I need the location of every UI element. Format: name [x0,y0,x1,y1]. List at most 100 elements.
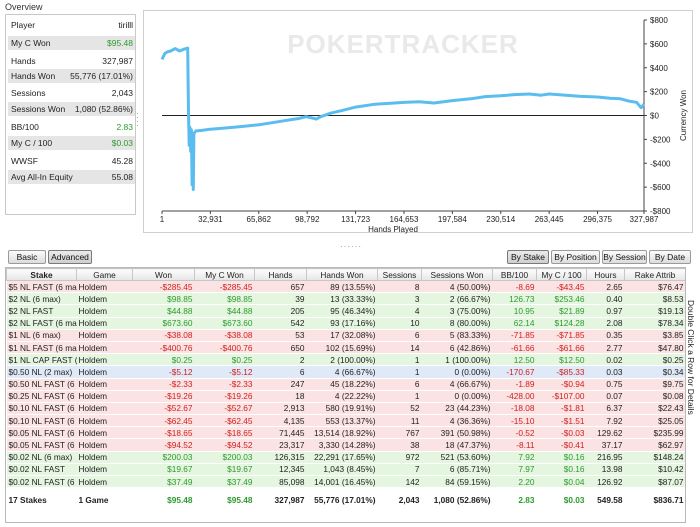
column-header[interactable]: Stake [6,268,77,281]
column-header[interactable]: Game [76,268,133,281]
column-header[interactable]: Hours [586,268,625,281]
column-header[interactable]: BB/100 [492,268,537,281]
table-cell: $9.75 [624,378,685,391]
table-cell: 18 [254,390,307,403]
column-header[interactable]: Hands [254,268,307,281]
table-cell: -170.67 [492,365,537,379]
table-cell: 6 [377,378,422,391]
totals-cell: $95.48 [132,491,195,509]
column-header[interactable]: Rake Attrib [624,268,685,281]
table-cell: $0.16 [536,463,587,477]
y-tick-label: -$400 [650,159,671,168]
table-row[interactable]: $1 NL FAST (6 max) Holdem -$400.76 -$400.76… [6,341,685,355]
table-row[interactable]: $0.50 NL (2 max) Holdem -$5.12 -$5.12 6 4 (66… [6,365,685,379]
table-cell: $21.89 [536,304,587,318]
table-cell: 0 (0.00%) [421,365,493,379]
table-row[interactable]: $1 NL (6 max) Holdem -$38.08 -$38.08 53 17 (3… [6,329,685,342]
table-cell: $0.02 NL (6 max) [6,451,77,464]
table-cell: -$2.33 [194,378,255,391]
table-cell: -0.52 [492,426,537,440]
table-row[interactable]: $2 NL FAST Holdem $44.88 $44.88 205 95 (46.34… [6,304,685,318]
column-header[interactable]: Sessions [377,268,422,281]
column-header[interactable]: Hands Won [306,268,378,281]
table-cell: 7.97 [492,463,537,477]
table-cell: 2.77 [586,341,625,355]
table-cell: 38 [377,438,422,452]
table-cell: 0.75 [586,378,625,391]
table-cell: 3,330 (14.28%) [306,438,378,452]
column-header[interactable]: My C Won [194,268,255,281]
overview-value: 55.08 [111,172,133,182]
table-cell: -$1.51 [536,414,587,428]
table-cell: -$85.33 [536,365,587,379]
table-row[interactable]: $0.05 NL FAST (6 max)Holdem-$94.52-$94.5… [6,438,685,452]
table-row[interactable]: $1 NL CAP FAST (2 max)Holdem$0.25$0.2522… [6,353,685,367]
table-cell: 4 (50.00%) [421,280,493,294]
table-cell: 5 (83.33%) [421,329,493,342]
tab-basic[interactable]: Basic [8,250,46,264]
table-row[interactable]: $0.02 NL FAST Holdem $19.67 $19.67 12,345 1,0… [6,463,685,477]
table-cell: $0.05 NL FAST (6 max) [6,426,77,440]
table-cell: -$62.45 [194,414,255,428]
table-cell: 7.92 [586,414,625,428]
table-cell: 6 [377,329,422,342]
table-row[interactable]: $0.50 NL FAST (6 max)Holdem-$2.33-$2.332… [6,378,685,391]
table-row[interactable]: $0.10 NL FAST (6 max)Holdem-$62.45-$62.4… [6,414,685,428]
tab-by-position[interactable]: By Position [551,250,600,264]
table-cell: 3 (75.00%) [421,304,493,318]
table-cell: 0 (0.00%) [421,390,493,403]
table-cell: 0.35 [586,329,625,342]
table-cell: $2 NL (6 max) [6,292,77,306]
table-cell: Holdem [76,390,133,403]
table-cell: 0.40 [586,292,625,306]
tab-by-stake[interactable]: By Stake [507,250,549,264]
table-cell: 6 [254,365,307,379]
table-cell: -$400.76 [194,341,255,355]
tab-by-session[interactable]: By Session [602,250,647,264]
table-row[interactable]: $0.02 NL FAST (6 max)Holdem$37.49$37.498… [6,475,685,489]
column-header[interactable]: Sessions Won [421,268,493,281]
table-cell: Holdem [76,341,133,355]
table-cell: 84 (59.15%) [421,475,493,489]
tab-by-date[interactable]: By Date [649,250,691,264]
table-cell: 2.20 [492,475,537,489]
column-header[interactable]: Won [132,268,195,281]
table-cell: $12.50 [536,353,587,367]
table-cell: 14,001 (16.45%) [306,475,378,489]
table-row[interactable]: $0.05 NL FAST (6 max)Holdem-$18.65-$18.6… [6,426,685,440]
table-cell: 126.92 [586,475,625,489]
table-cell: $98.85 [132,292,195,306]
table-row[interactable]: $0.02 NL (6 max) Holdem $200.03 $200.03 126,… [6,451,685,464]
table-cell: 0.03 [586,365,625,379]
table-row[interactable]: $5 NL FAST (6 max) Holdem -$285.45 -$285.45… [6,280,685,294]
table-cell: -$52.67 [194,402,255,416]
table-cell: 142 [377,475,422,489]
tab-advanced[interactable]: Advanced [48,250,92,264]
table-cell: 52 [377,402,422,416]
table-cell: 2.65 [586,280,625,294]
table-row[interactable]: $0.10 NL FAST (6 max)Holdem-$52.67-$52.6… [6,402,685,416]
table-cell: 972 [377,451,422,464]
table-cell: $62.97 [624,438,685,452]
profit-chart: POKERTRACKER $800 $600 $400 $200 $0 -$200 -$400… [143,10,693,234]
table-row[interactable]: $2 NL (6 max) Holdem $98.85 $98.85 39 13 (33.… [6,292,685,306]
vertical-splitter[interactable]: · · · · [136,109,139,130]
table-cell: $0.10 NL FAST (6 max) [6,402,77,416]
table-cell: 7.92 [492,451,537,464]
table-cell: 6 (42.86%) [421,341,493,355]
table-row[interactable]: $0.25 NL FAST (6 max)Holdem-$19.26-$19.2… [6,390,685,403]
table-cell: 0.02 [586,353,625,367]
column-header[interactable]: My C / 100 [536,268,587,281]
overview-row: My C / 100 $0.03 [8,136,135,150]
table-cell: Holdem [76,426,133,440]
table-cell: -$94.52 [194,438,255,452]
table-cell: 10.95 [492,304,537,318]
horizontal-splitter[interactable]: ······ [340,242,362,251]
table-cell: 7 [377,463,422,477]
table-cell: $1 NL CAP FAST (2 max) [6,353,77,367]
totals-cell: 1 Game [76,491,133,509]
table-row[interactable]: $2 NL FAST (6 max) Holdem $673.60 $673.60 54… [6,317,685,330]
table-cell: 53 [254,329,307,342]
table-cell: -$5.12 [194,365,255,379]
overview-row: Avg All-In Equity 55.08 [8,170,135,184]
